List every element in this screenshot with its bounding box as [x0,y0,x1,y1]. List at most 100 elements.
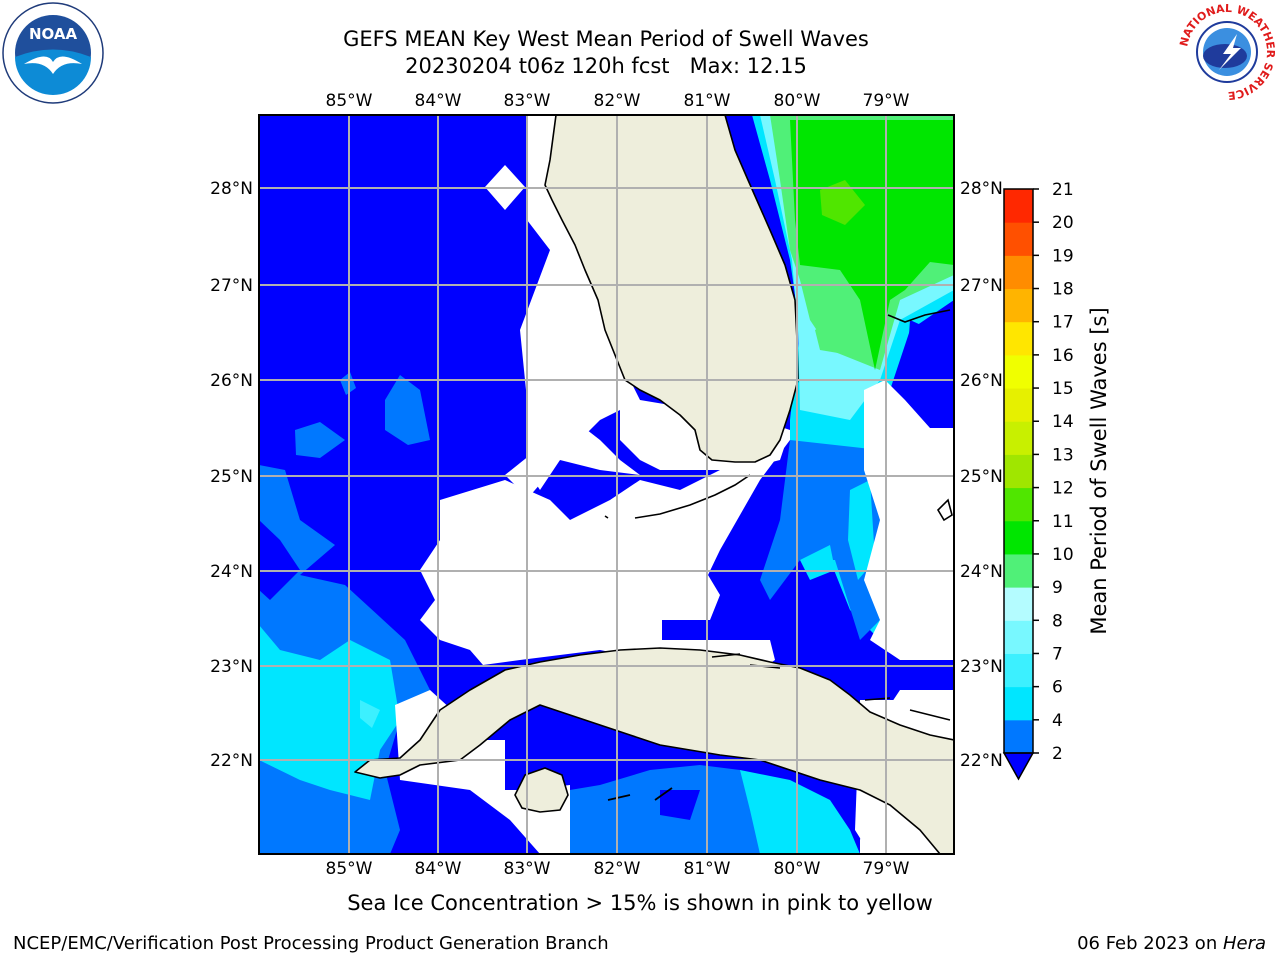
colorbar: 2 4 6 7 8 9 10 11 12 13 14 15 16 17 18 19 20 21 [1002,180,1074,781]
sea-ice-note: Sea Ice Concentration > 15% is shown in … [347,891,933,915]
colorbar-segment [1004,354,1033,389]
latitude-label: 22°N [210,751,253,771]
colorbar-under-extension [1002,752,1035,781]
swell-mid-green-patch [815,315,865,355]
colorbar-tick-label: 12 [1052,479,1074,499]
noaa-logo: NOAA [2,2,104,104]
swell-lowest-patch-south [660,790,700,820]
colorbar-tick-label: 8 [1052,611,1063,631]
land-florida-keys [634,474,751,519]
undefined-west-florida [520,115,640,490]
latitude-labels-right: 28°N 27°N 26°N 25°N 24°N 23°N 22°N [960,179,1003,771]
longitude-label: 80°W [774,91,821,111]
colorbar-segment [1004,587,1033,621]
land-dry-tortugas [604,515,609,519]
colorbar-frame [1003,188,1034,754]
colorbar-segment [1004,321,1033,356]
map-frame [258,114,955,855]
colorbar-tick-label: 11 [1052,512,1074,532]
swell-light-patch-west [360,700,380,728]
latitude-label: 26°N [210,371,253,391]
swell-cyan-band-west [259,625,400,800]
longitude-label: 79°W [863,859,910,879]
latitude-label: 25°N [210,467,253,487]
longitude-label: 84°W [415,859,462,879]
colorbar-tick-label: 13 [1052,445,1074,465]
swell-cyan-patch-east [848,480,875,580]
colorbar-tick-label: 6 [1052,678,1063,698]
latitude-label: 26°N [960,371,1003,391]
longitude-labels-top: 85°W 84°W 83°W 82°W 81°W 80°W 79°W [326,91,910,111]
longitude-label: 84°W [415,91,462,111]
land-cuba [354,647,954,854]
latitude-label: 28°N [960,179,1003,199]
latitude-label: 22°N [960,751,1003,771]
latitude-label: 23°N [210,657,253,677]
longitude-label: 83°W [504,91,551,111]
colorbar-segment [1004,620,1033,654]
colorbar-segment [1004,222,1033,256]
latitude-label: 27°N [960,276,1003,296]
colorbar-segment [1004,388,1033,422]
land-florida [544,115,799,463]
latitude-label: 24°N [960,562,1003,582]
colorbar-tick-label: 10 [1052,545,1074,565]
longitude-label: 82°W [594,91,641,111]
land-andros [936,498,953,522]
undefined-north-cuba-strait [530,405,640,475]
colorbar-tick-label: 9 [1052,578,1063,598]
colorbar-segment [1004,255,1033,290]
latitude-label: 23°N [960,657,1003,677]
colorbar-tick-label: 21 [1052,180,1074,200]
map-area [259,115,954,854]
latitude-label: 28°N [210,179,253,199]
ocean-lowest-east-strip [905,320,954,428]
map-gridlines [259,115,954,854]
longitude-label: 81°W [684,859,731,879]
land-grand-bahama [887,309,951,323]
latitude-label: 25°N [960,467,1003,487]
latitude-labels-left: 28°N 27°N 26°N 25°N 24°N 23°N 22°N [210,179,253,771]
colorbar-tick-label: 2 [1052,744,1063,764]
colorbar-segment [1004,454,1033,489]
swell-bright-green-band [790,120,954,370]
footer-host: Hera [1222,933,1266,954]
colorbar-segment [1004,653,1033,688]
colorbar-segment [1004,421,1033,455]
longitude-label: 80°W [774,859,821,879]
colorbar-label: Mean Period of Swell Waves [s] [1087,307,1111,634]
footer-date-text: 06 Feb 2023 on [1077,933,1223,954]
colorbar-segment [1004,686,1033,721]
latitude-label: 24°N [210,562,253,582]
longitude-label: 85°W [326,91,373,111]
colorbar-tick-label: 7 [1052,644,1063,664]
colorbar-segment [1004,520,1033,555]
longitude-label: 85°W [326,859,373,879]
colorbar-segment [1004,288,1033,323]
colorbar-tick-label: 18 [1052,280,1074,300]
colorbar-tick-label: 14 [1052,412,1074,432]
swell-blue-patch-gulf2 [385,375,430,445]
land-south-cays [607,787,673,801]
colorbar-tick-label: 15 [1052,379,1074,399]
longitude-label: 83°W [504,859,551,879]
longitude-label: 81°W [684,91,731,111]
nws-logo: NATIONAL WEATHER SERVICE [1179,4,1275,100]
chart-subtitle-run: 20230204 t06z 120h fcst Max: 12.15 [405,54,807,78]
colorbar-segment [1004,189,1033,223]
longitude-label: 82°W [594,859,641,879]
colorbar-tick-label: 4 [1052,711,1063,731]
chart-title: GEFS MEAN Key West Mean Period of Swell … [343,27,869,51]
colorbar-segment [1004,487,1033,522]
footer-branch: NCEP/EMC/Verification Post Processing Pr… [13,933,609,954]
longitude-labels-bottom: 85°W 84°W 83°W 82°W 81°W 80°W 79°W [326,859,910,879]
colorbar-tick-label: 20 [1052,213,1074,233]
swell-blue-patch-gulf1 [295,422,345,458]
longitude-label: 79°W [863,91,910,111]
colorbar-segment [1004,719,1033,754]
swell-lime-patch [820,180,865,225]
colorbar-tick-label: 17 [1052,313,1074,333]
undefined-keys-region [420,430,790,670]
noaa-logo-text: NOAA [29,25,78,43]
